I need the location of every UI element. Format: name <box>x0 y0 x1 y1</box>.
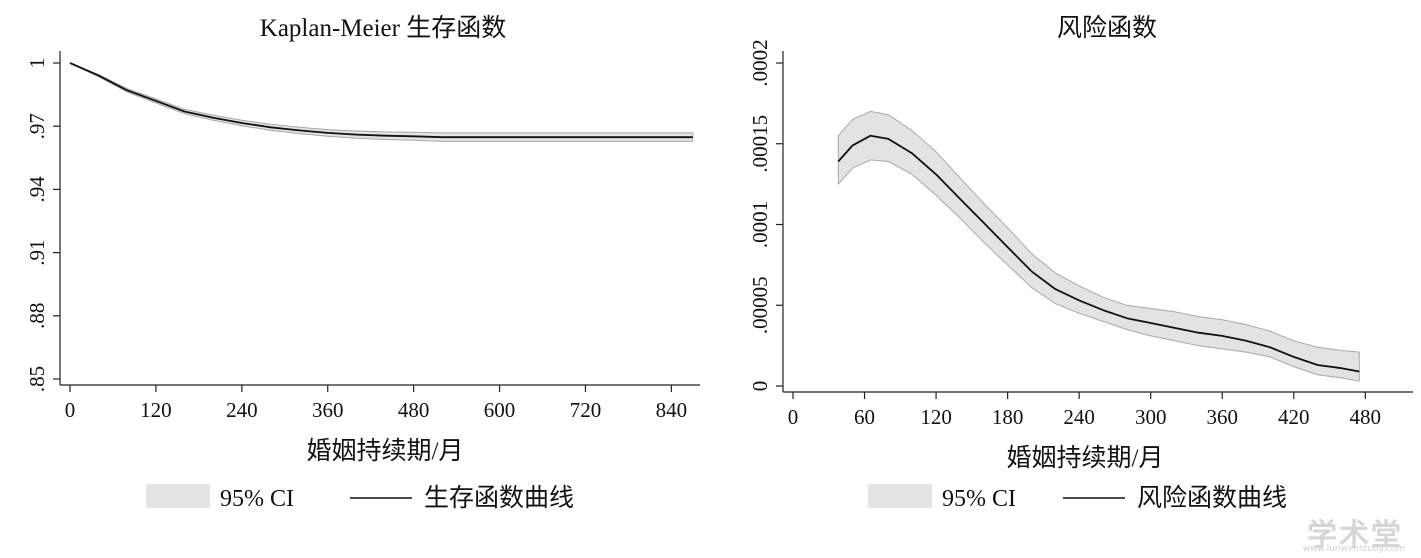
x-tick-label: 360 <box>1206 405 1238 429</box>
x-tick-label: 300 <box>1135 405 1167 429</box>
x-axis-label: 婚姻持续期/月 <box>1007 444 1164 472</box>
y-tick-label: .00015 <box>748 115 772 173</box>
x-tick-label: 120 <box>920 405 952 429</box>
y-tick-label: .0001 <box>748 201 772 248</box>
chart-panel-1: Kaplan-Meier 生存函数 0 120 240 360 480 600 720 840.… <box>25 14 700 512</box>
y-tick-label: .85 <box>25 366 49 392</box>
legend-line-label: 生存函数曲线 <box>424 484 574 512</box>
x-tick-label: 600 <box>484 398 516 422</box>
x-tick-label: 180 <box>992 405 1024 429</box>
watermark-text: 学术堂 <box>1307 518 1403 553</box>
x-tick-label: 480 <box>1350 405 1382 429</box>
y-tick-label: 0 <box>748 381 772 392</box>
x-tick-label: 60 <box>854 405 875 429</box>
legend-ci-swatch <box>146 484 210 508</box>
legend-ci-label: 95% CI <box>942 486 1016 512</box>
watermark-url: www.lunwenstudy.com <box>1302 544 1405 554</box>
legend: 95% CI 风险函数曲线 <box>868 484 1287 512</box>
watermark: 学术堂 www.lunwenstudy.com <box>1261 510 1411 554</box>
x-tick-label: 240 <box>1063 405 1095 429</box>
x-tick-label: 120 <box>140 398 172 422</box>
y-tick-label: .0002 <box>748 39 772 86</box>
x-tick-label: 360 <box>312 398 344 422</box>
x-tick-label: 0 <box>65 398 76 422</box>
legend-ci-label: 95% CI <box>220 486 294 512</box>
x-tick-label: 0 <box>788 405 799 429</box>
chart-title: Kaplan-Meier 生存函数 <box>260 14 506 42</box>
legend-ci-swatch <box>868 484 932 508</box>
y-tick-label: 1 <box>25 58 49 69</box>
legend-line-label: 风险函数曲线 <box>1137 484 1287 512</box>
ci-band <box>837 110 1360 382</box>
x-tick-label: 840 <box>656 398 688 422</box>
ci-band <box>69 62 694 142</box>
y-tick-label: .97 <box>25 113 49 139</box>
chart-panel-2: 风险函数 0 60 120 180 240 300 360 420 480 0 .00005 .0001… <box>748 14 1413 512</box>
y-tick-label: .94 <box>25 176 49 203</box>
x-tick-label: 480 <box>398 398 430 422</box>
y-tick-label: .88 <box>25 303 49 329</box>
chart-title: 风险函数 <box>1057 14 1157 42</box>
x-tick-label: 720 <box>570 398 602 422</box>
x-tick-label: 420 <box>1278 405 1310 429</box>
x-axis-label: 婚姻持续期/月 <box>307 437 464 465</box>
estimate-line <box>837 134 1360 373</box>
legend: 95% CI 生存函数曲线 <box>146 484 574 512</box>
x-tick-label: 240 <box>226 398 258 422</box>
y-tick-label: .91 <box>25 239 49 265</box>
estimate-line <box>69 62 693 139</box>
y-tick-label: .00005 <box>748 276 772 334</box>
